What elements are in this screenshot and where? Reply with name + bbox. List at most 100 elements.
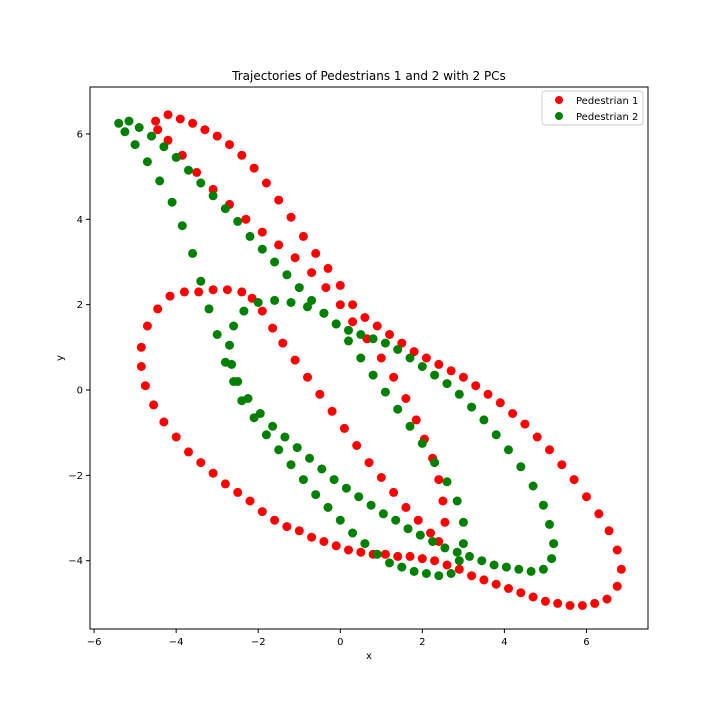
- data-point: [184, 165, 193, 175]
- data-point: [356, 330, 366, 339]
- data-point: [489, 560, 499, 570]
- data-point: [344, 325, 353, 335]
- data-point: [616, 564, 626, 574]
- data-point: [356, 547, 366, 557]
- data-point: [442, 477, 452, 487]
- data-point: [212, 330, 222, 339]
- data-point: [208, 191, 218, 201]
- data-point: [253, 298, 263, 307]
- y-tick-label: −2: [68, 471, 83, 482]
- data-point: [339, 423, 349, 433]
- y-tick-label: −4: [68, 556, 83, 567]
- data-point: [612, 545, 622, 555]
- data-point: [171, 152, 181, 162]
- data-point: [405, 421, 415, 431]
- data-point: [491, 430, 501, 440]
- data-point: [177, 221, 187, 231]
- legend-label-pedestrian-2: Pedestrian 2: [576, 112, 638, 123]
- data-point: [602, 594, 612, 604]
- data-point: [290, 253, 300, 263]
- data-point: [417, 362, 427, 371]
- data-point: [307, 532, 317, 542]
- data-point: [274, 240, 284, 250]
- data-point: [331, 319, 341, 329]
- data-point: [257, 227, 267, 237]
- data-point: [282, 522, 292, 532]
- data-point: [171, 432, 181, 442]
- data-point: [545, 519, 554, 529]
- data-point: [380, 338, 390, 348]
- data-point: [130, 140, 140, 150]
- series-1: [136, 110, 626, 610]
- y-tick-label: 4: [77, 215, 83, 226]
- data-point: [341, 483, 351, 493]
- data-point: [335, 280, 345, 290]
- x-tick-label: 4: [501, 637, 507, 648]
- data-point: [245, 231, 255, 241]
- data-point: [434, 475, 444, 485]
- data-point: [315, 389, 325, 399]
- data-point: [594, 509, 604, 519]
- data-point: [452, 496, 462, 506]
- data-point: [393, 404, 403, 414]
- data-point: [508, 409, 518, 418]
- data-point: [331, 541, 341, 551]
- data-point: [378, 509, 388, 519]
- data-point: [582, 492, 591, 502]
- data-point: [368, 334, 378, 344]
- data-point: [179, 287, 189, 297]
- data-point: [294, 526, 304, 536]
- data-point: [196, 458, 206, 468]
- data-point: [557, 460, 567, 470]
- data-point: [434, 571, 444, 581]
- data-point: [397, 338, 407, 348]
- data-point: [163, 135, 173, 145]
- data-point: [389, 487, 399, 497]
- data-point: [417, 438, 427, 448]
- data-point: [257, 306, 267, 316]
- data-point: [153, 304, 163, 314]
- data-point: [212, 131, 222, 141]
- data-point: [298, 475, 308, 485]
- data-point: [528, 592, 538, 602]
- data-point: [446, 569, 456, 578]
- y-axis-label: y: [55, 355, 66, 361]
- data-point: [366, 500, 376, 510]
- data-point: [440, 517, 450, 527]
- data-point: [237, 396, 247, 406]
- x-tick-label: −2: [251, 637, 266, 648]
- data-point: [426, 528, 435, 538]
- data-point: [319, 537, 329, 546]
- data-point: [321, 283, 331, 293]
- data-point: [528, 481, 538, 491]
- data-point: [545, 445, 554, 455]
- data-point: [540, 596, 550, 606]
- data-point: [229, 377, 239, 386]
- data-point: [385, 330, 394, 339]
- data-point: [393, 551, 403, 561]
- data-point: [413, 515, 423, 525]
- data-point: [208, 184, 218, 194]
- data-point: [430, 370, 440, 380]
- data-point: [136, 342, 146, 352]
- data-point: [465, 551, 474, 561]
- data-point: [454, 556, 464, 566]
- data-point: [442, 379, 452, 389]
- x-tick-label: 2: [419, 637, 425, 648]
- data-point: [569, 475, 579, 485]
- data-point: [257, 244, 267, 254]
- data-point: [417, 554, 427, 564]
- data-point: [604, 526, 614, 536]
- legend: Pedestrian 1 Pedestrian 2: [541, 90, 644, 126]
- data-point: [442, 560, 452, 570]
- data-point: [401, 502, 411, 512]
- data-point: [167, 197, 177, 207]
- data-point: [151, 116, 161, 126]
- data-point: [303, 372, 312, 382]
- data-point: [142, 157, 152, 167]
- y-tick-label: 6: [77, 129, 83, 140]
- data-point: [327, 406, 337, 416]
- x-axis-label: x: [366, 651, 372, 662]
- data-point: [430, 556, 440, 566]
- x-axis: −6 −4 −2 0 2 4 6: [87, 629, 590, 648]
